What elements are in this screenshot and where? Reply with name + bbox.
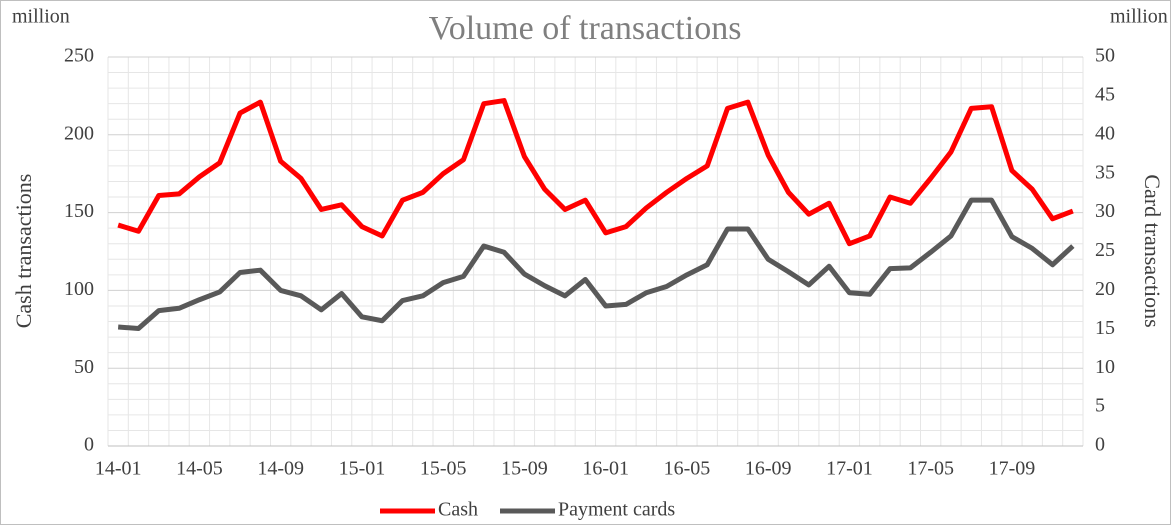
y2-tick-label: 30: [1095, 200, 1115, 222]
x-tick-label: 15-09: [501, 458, 548, 480]
x-tick-label: 14-09: [257, 458, 304, 480]
y2-tick-label: 5: [1095, 395, 1105, 417]
y2-tick-label: 50: [1095, 45, 1115, 67]
y2-tick-label: 25: [1095, 239, 1115, 261]
y2-tick-label: 20: [1095, 278, 1115, 300]
y2-tick-label: 35: [1095, 161, 1115, 183]
legend-label: Cash: [438, 499, 478, 521]
y2-tick-label: 15: [1095, 317, 1115, 339]
y2-tick-label: 40: [1095, 122, 1115, 144]
y2-tick-label: 0: [1095, 434, 1105, 456]
x-tick-label: 14-01: [95, 458, 142, 480]
y-axis-label: Cash transactions: [11, 174, 36, 329]
x-tick-label: 15-05: [420, 458, 467, 480]
y-unit: million: [12, 6, 70, 28]
y-tick-label: 200: [64, 122, 94, 144]
x-tick-label: 15-01: [339, 458, 386, 480]
y2-tick-label: 10: [1095, 356, 1115, 378]
series-line: [117, 98, 1074, 247]
x-tick-label: 17-09: [989, 458, 1036, 480]
y-tick-label: 100: [64, 278, 94, 300]
x-tick-label: 16-09: [745, 458, 792, 480]
x-tick-label: 16-05: [664, 458, 711, 480]
y-tick-label: 250: [64, 45, 94, 67]
y2-unit: million: [1110, 6, 1168, 28]
y-tick-label: 50: [74, 356, 94, 378]
x-tick-label: 17-01: [826, 458, 873, 480]
chart-title: Volume of transactions: [429, 10, 742, 47]
y2-axis-label: Card transactions: [1140, 174, 1165, 327]
x-tick-label: 16-01: [582, 458, 629, 480]
legend-label: Payment cards: [558, 499, 675, 521]
y-tick-label: 150: [64, 200, 94, 222]
y2-tick-label: 45: [1095, 83, 1115, 105]
x-tick-label: 14-05: [176, 458, 223, 480]
x-tick-label: 17-05: [907, 458, 954, 480]
y-tick-label: 0: [84, 434, 94, 456]
series-line: [117, 197, 1075, 332]
